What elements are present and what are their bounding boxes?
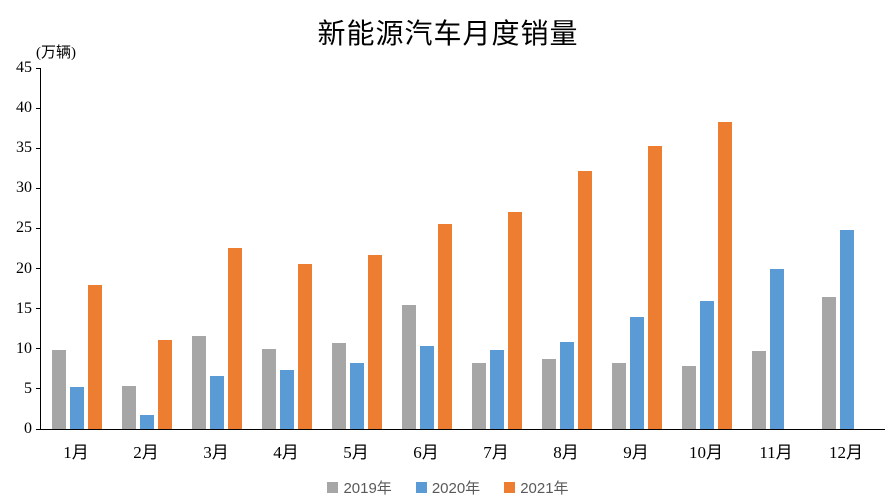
bar-2020年-9月 xyxy=(630,317,644,429)
y-axis-unit-label: (万辆) xyxy=(36,45,76,61)
y-tick-label-15: 15 xyxy=(16,299,32,317)
bar-2021年-4月 xyxy=(298,264,312,429)
legend-swatch-2020-icon xyxy=(415,482,427,493)
bar-group-5月 xyxy=(332,68,382,429)
x-tick-label-5月: 5月 xyxy=(343,443,369,462)
bar-2021年-10月 xyxy=(718,122,732,429)
bar-2020年-4月 xyxy=(280,370,294,429)
legend-swatch-2021-icon xyxy=(504,482,516,493)
y-tick-mark xyxy=(36,67,40,69)
legend-item-2020: 2020年 xyxy=(415,477,481,498)
bar-2021年-1月 xyxy=(88,285,102,429)
bar-group-8月 xyxy=(542,68,592,429)
y-tick-mark xyxy=(36,147,40,149)
y-tick-label-5: 5 xyxy=(24,379,32,397)
y-tick-label-40: 40 xyxy=(16,99,32,117)
legend-item-2019: 2019年 xyxy=(327,477,392,498)
x-tick-label-6月: 6月 xyxy=(413,443,439,462)
y-tick-mark xyxy=(36,348,40,350)
legend-item-2021: 2021年 xyxy=(504,477,569,498)
y-tick-mark xyxy=(36,428,40,430)
x-tick-label-11月: 11月 xyxy=(759,443,793,462)
y-tick-mark xyxy=(36,388,40,390)
bar-2021年-2月 xyxy=(158,340,172,429)
y-tick-label-25: 25 xyxy=(16,219,32,237)
bar-2019年-8月 xyxy=(542,359,556,429)
bar-2020年-2月 xyxy=(140,415,154,429)
bar-2019年-1月 xyxy=(52,350,66,429)
bar-2021年-7月 xyxy=(508,212,522,429)
bar-2020年-6月 xyxy=(420,346,434,429)
legend-label-2021: 2021年 xyxy=(520,480,569,497)
y-tick-mark xyxy=(36,268,40,270)
bar-2020年-1月 xyxy=(70,387,84,429)
bar-group-6月 xyxy=(402,68,452,429)
bar-2019年-6月 xyxy=(402,305,416,429)
bar-2019年-2月 xyxy=(122,386,136,429)
bar-2021年-5月 xyxy=(368,255,382,429)
bar-group-2月 xyxy=(122,68,172,429)
bar-group-11月 xyxy=(752,68,802,429)
x-tick-label-9月: 9月 xyxy=(623,443,649,462)
bar-group-4月 xyxy=(262,68,312,429)
chart-title: 新能源汽车月度销量 xyxy=(317,19,579,50)
bar-group-12月 xyxy=(822,68,872,429)
bar-2019年-7月 xyxy=(472,363,486,429)
legend: 2019年 2020年 2021年 xyxy=(0,477,896,498)
y-tick-mark xyxy=(36,227,40,229)
y-tick-label-0: 0 xyxy=(24,420,32,437)
y-tick-mark xyxy=(36,107,40,109)
y-tick-label-30: 30 xyxy=(16,179,32,197)
bar-2020年-11月 xyxy=(770,269,784,429)
bar-2019年-9月 xyxy=(612,363,626,429)
bar-2020年-5月 xyxy=(350,363,364,429)
bar-2021年-8月 xyxy=(578,171,592,429)
bar-2019年-11月 xyxy=(752,351,766,429)
x-tick-label-3月: 3月 xyxy=(203,443,229,462)
x-tick-label-2月: 2月 xyxy=(133,443,159,462)
legend-label-2019: 2019年 xyxy=(343,480,392,497)
bar-2020年-10月 xyxy=(700,301,714,429)
y-tick-label-10: 10 xyxy=(16,339,32,357)
x-tick-label-4月: 4月 xyxy=(273,443,299,462)
legend-label-2020: 2020年 xyxy=(431,480,481,497)
x-tick-label-7月: 7月 xyxy=(483,443,509,462)
bar-2019年-4月 xyxy=(262,349,276,429)
x-tick-label-8月: 8月 xyxy=(553,443,579,462)
bar-group-9月 xyxy=(612,68,662,429)
bar-2019年-5月 xyxy=(332,343,346,429)
y-tick-label-35: 35 xyxy=(16,139,32,157)
bar-2021年-9月 xyxy=(648,146,662,429)
y-tick-mark xyxy=(36,187,40,189)
bar-group-10月 xyxy=(682,68,732,429)
plot-area xyxy=(40,68,885,430)
y-tick-label-45: 45 xyxy=(16,59,32,76)
bar-2019年-10月 xyxy=(682,366,696,429)
bar-2020年-3月 xyxy=(210,376,224,429)
bar-group-7月 xyxy=(472,68,522,429)
legend-swatch-2019-icon xyxy=(327,482,339,493)
bar-group-1月 xyxy=(52,68,102,429)
bar-2021年-6月 xyxy=(438,224,452,429)
bar-group-3月 xyxy=(192,68,242,429)
y-tick-label-20: 20 xyxy=(16,259,32,277)
bar-2019年-12月 xyxy=(822,297,836,429)
bar-2020年-12月 xyxy=(840,230,854,429)
x-tick-label-10月: 10月 xyxy=(689,443,723,462)
x-tick-label-12月: 12月 xyxy=(829,443,863,462)
bar-2019年-3月 xyxy=(192,336,206,429)
bar-2021年-3月 xyxy=(228,248,242,429)
x-tick-label-1月: 1月 xyxy=(63,443,89,462)
bar-2020年-8月 xyxy=(560,342,574,429)
bar-2020年-7月 xyxy=(490,350,504,429)
y-tick-mark xyxy=(36,308,40,310)
